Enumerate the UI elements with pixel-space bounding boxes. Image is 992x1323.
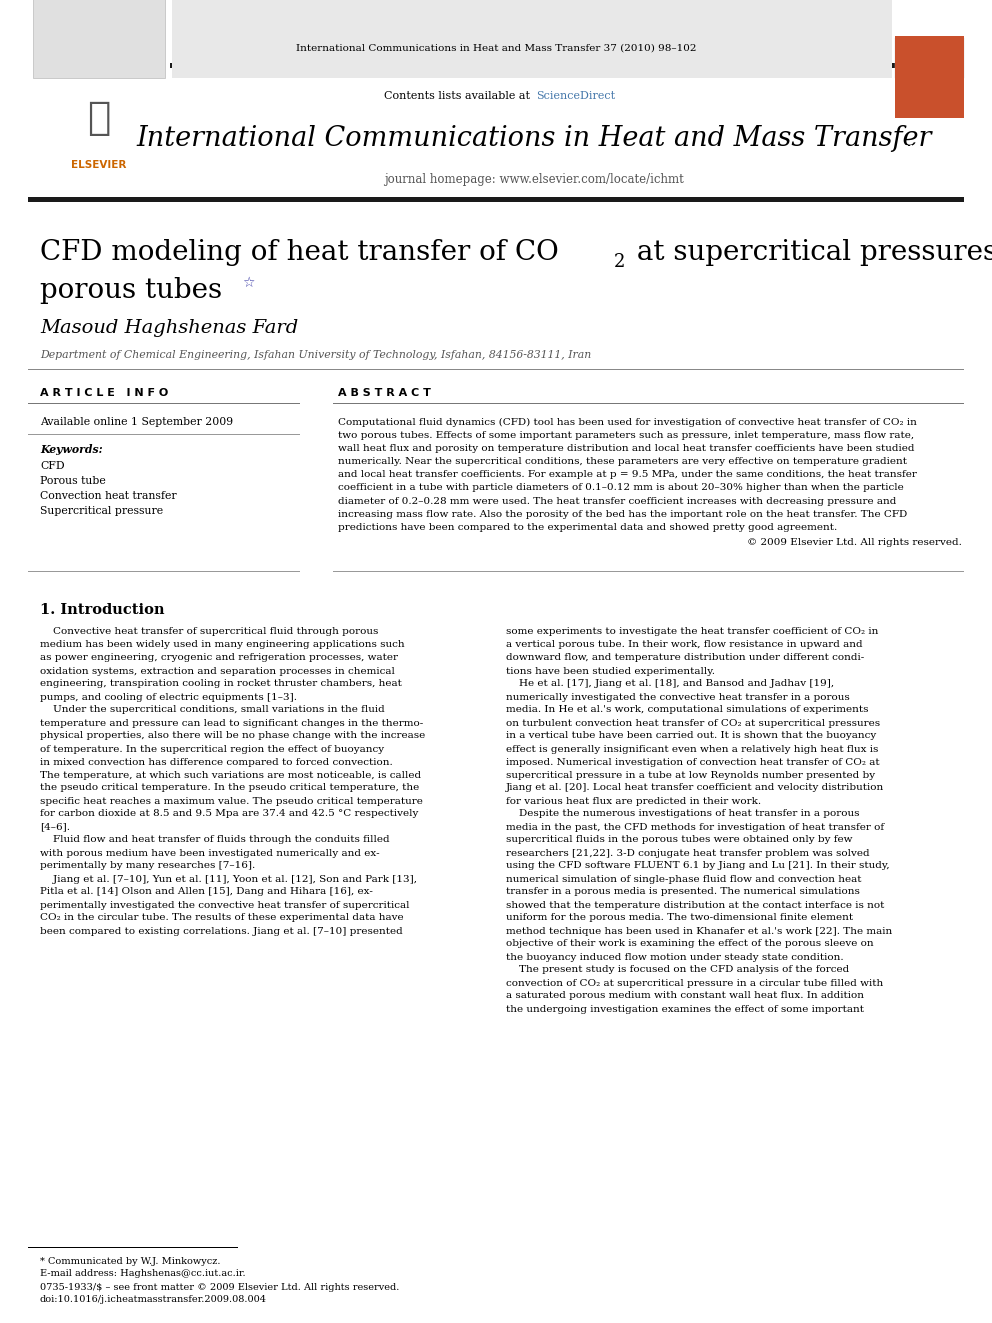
Text: been compared to existing correlations. Jiang et al. [7–10] presented: been compared to existing correlations. … (40, 926, 403, 935)
Text: engineering, transpiration cooling in rocket thruster chambers, heat: engineering, transpiration cooling in ro… (40, 680, 402, 688)
Bar (895, 38, 964, 78)
Text: Despite the numerous investigations of heat transfer in a porous: Despite the numerous investigations of h… (506, 810, 859, 819)
Text: doi:10.1016/j.icheatmasstransfer.2009.08.004: doi:10.1016/j.icheatmasstransfer.2009.08… (40, 1295, 267, 1304)
Text: CFD: CFD (40, 460, 64, 471)
Bar (895, 36, 964, 118)
Text: He et al. [17], Jiang et al. [18], and Bansod and Jadhav [19],: He et al. [17], Jiang et al. [18], and B… (506, 680, 834, 688)
Text: perimentally investigated the convective heat transfer of supercritical: perimentally investigated the convective… (40, 901, 410, 909)
Text: ⫫: ⫫ (87, 99, 111, 138)
Text: with porous medium have been investigated numerically and ex-: with porous medium have been investigate… (40, 848, 380, 857)
Text: Convective heat transfer of supercritical fluid through porous: Convective heat transfer of supercritica… (40, 627, 378, 636)
Text: Masoud Haghshenas Fard: Masoud Haghshenas Fard (40, 319, 299, 337)
Text: method technique has been used in Khanafer et al.'s work [22]. The main: method technique has been used in Khanaf… (506, 926, 892, 935)
Text: Computational fluid dynamics (CFD) tool has been used for investigation of conve: Computational fluid dynamics (CFD) tool … (338, 418, 917, 426)
Text: International Communications in Heat and Mass Transfer: International Communications in Heat and… (136, 124, 931, 152)
Text: CFD modeling of heat transfer of CO: CFD modeling of heat transfer of CO (40, 239, 558, 266)
Text: Keywords:: Keywords: (40, 445, 102, 455)
Text: The temperature, at which such variations are most noticeable, is called: The temperature, at which such variation… (40, 770, 422, 779)
Text: showed that the temperature distribution at the contact interface is not: showed that the temperature distribution… (506, 901, 885, 909)
Text: downward flow, and temperature distribution under different condi-: downward flow, and temperature distribut… (506, 654, 864, 663)
Text: CO₂ in the circular tube. The results of these experimental data have: CO₂ in the circular tube. The results of… (40, 913, 404, 922)
Text: imposed. Numerical investigation of convection heat transfer of CO₂ at: imposed. Numerical investigation of conv… (506, 758, 880, 766)
Text: transfer in a porous media is presented. The numerical simulations: transfer in a porous media is presented.… (506, 888, 860, 897)
Text: researchers [21,22]. 3-D conjugate heat transfer problem was solved: researchers [21,22]. 3-D conjugate heat … (506, 848, 870, 857)
Text: for carbon dioxide at 8.5 and 9.5 Mpa are 37.4 and 42.5 °C respectively: for carbon dioxide at 8.5 and 9.5 Mpa ar… (40, 810, 419, 819)
Text: convection of CO₂ at supercritical pressure in a circular tube filled with: convection of CO₂ at supercritical press… (506, 979, 883, 987)
Text: for various heat flux are predicted in their work.: for various heat flux are predicted in t… (506, 796, 761, 806)
Text: supercritical fluids in the porous tubes were obtained only by few: supercritical fluids in the porous tubes… (506, 836, 852, 844)
Text: temperature and pressure can lead to significant changes in the thermo-: temperature and pressure can lead to sig… (40, 718, 424, 728)
Text: Available online 1 September 2009: Available online 1 September 2009 (40, 417, 233, 427)
Text: a vertical porous tube. In their work, flow resistance in upward and: a vertical porous tube. In their work, f… (506, 640, 863, 650)
Text: effect is generally insignificant even when a relatively high heat flux is: effect is generally insignificant even w… (506, 745, 878, 754)
Text: media in the past, the CFD methods for investigation of heat transfer of: media in the past, the CFD methods for i… (506, 823, 884, 831)
Text: © 2009 Elsevier Ltd. All rights reserved.: © 2009 Elsevier Ltd. All rights reserved… (747, 538, 962, 548)
Text: as power engineering, cryogenic and refrigeration processes, water: as power engineering, cryogenic and refr… (40, 654, 398, 663)
Text: the pseudo critical temperature. In the pseudo critical temperature, the: the pseudo critical temperature. In the … (40, 783, 420, 792)
Text: Fluid flow and heat transfer of fluids through the conduits filled: Fluid flow and heat transfer of fluids t… (40, 836, 390, 844)
Text: increasing mass flow rate. Also the porosity of the bed has the important role o: increasing mass flow rate. Also the poro… (338, 509, 908, 519)
Text: some experiments to investigate the heat transfer coefficient of CO₂ in: some experiments to investigate the heat… (506, 627, 878, 636)
Text: medium has been widely used in many engineering applications such: medium has been widely used in many engi… (40, 640, 405, 650)
Text: wall heat flux and porosity on temperature distribution and local heat transfer : wall heat flux and porosity on temperatu… (338, 445, 915, 452)
Text: two porous tubes. Effects of some important parameters such as pressure, inlet t: two porous tubes. Effects of some import… (338, 431, 914, 439)
Text: journal homepage: www.elsevier.com/locate/ichmt: journal homepage: www.elsevier.com/locat… (384, 173, 683, 187)
Text: ☆: ☆ (242, 277, 255, 290)
Bar (28, 64, 964, 67)
Text: Jiang et al. [20]. Local heat transfer coefficient and velocity distribution: Jiang et al. [20]. Local heat transfer c… (506, 783, 884, 792)
Text: 0735-1933/$ – see front matter © 2009 Elsevier Ltd. All rights reserved.: 0735-1933/$ – see front matter © 2009 El… (40, 1283, 400, 1293)
Text: numerically investigated the convective heat transfer in a porous: numerically investigated the convective … (506, 692, 850, 701)
Text: E-mail address: Haghshenas@cc.iut.ac.ir.: E-mail address: Haghshenas@cc.iut.ac.ir. (40, 1269, 246, 1278)
Text: Contents lists available at: Contents lists available at (385, 91, 534, 101)
Text: Convection heat transfer: Convection heat transfer (40, 491, 177, 501)
Text: specific heat reaches a maximum value. The pseudo critical temperature: specific heat reaches a maximum value. T… (40, 796, 423, 806)
Text: ScienceDirect: ScienceDirect (536, 91, 615, 101)
Text: in mixed convection has difference compared to forced convection.: in mixed convection has difference compa… (40, 758, 393, 766)
Text: HEAT and MASS
TRANSFER: HEAT and MASS TRANSFER (898, 146, 960, 159)
Text: uniform for the porous media. The two-dimensional finite element: uniform for the porous media. The two-di… (506, 913, 853, 922)
Text: A R T I C L E   I N F O: A R T I C L E I N F O (40, 388, 169, 398)
Bar (28, 0, 170, 78)
Bar (28, 197, 964, 202)
Text: physical properties, also there will be no phase change with the increase: physical properties, also there will be … (40, 732, 426, 741)
Text: 1. Introduction: 1. Introduction (40, 603, 165, 617)
Text: on turbulent convection heat transfer of CO₂ at supercritical pressures: on turbulent convection heat transfer of… (506, 718, 880, 728)
Text: A B S T R A C T: A B S T R A C T (338, 388, 431, 398)
Text: a saturated porous medium with constant wall heat flux. In addition: a saturated porous medium with constant … (506, 991, 864, 1000)
Text: oxidation systems, extraction and separation processes in chemical: oxidation systems, extraction and separa… (40, 667, 395, 676)
Bar (172, 0, 892, 78)
Text: numerical simulation of single-phase fluid flow and convection heat: numerical simulation of single-phase flu… (506, 875, 861, 884)
Text: the buoyancy induced flow motion under steady state condition.: the buoyancy induced flow motion under s… (506, 953, 843, 962)
Text: Supercritical pressure: Supercritical pressure (40, 505, 163, 516)
Text: objective of their work is examining the effect of the porous sleeve on: objective of their work is examining the… (506, 939, 874, 949)
Text: Jiang et al. [7–10], Yun et al. [11], Yoon et al. [12], Son and Park [13],: Jiang et al. [7–10], Yun et al. [11], Yo… (40, 875, 417, 884)
Text: tions have been studied experimentally.: tions have been studied experimentally. (506, 667, 715, 676)
Text: The present study is focused on the CFD analysis of the forced: The present study is focused on the CFD … (506, 966, 849, 975)
Text: Department of Chemical Engineering, Isfahan University of Technology, Isfahan, 8: Department of Chemical Engineering, Isfa… (40, 351, 591, 360)
Text: Porous tube: Porous tube (40, 476, 106, 486)
Text: diameter of 0.2–0.28 mm were used. The heat transfer coefficient increases with : diameter of 0.2–0.28 mm were used. The h… (338, 496, 897, 505)
Text: of temperature. In the supercritical region the effect of buoyancy: of temperature. In the supercritical reg… (40, 745, 384, 754)
Text: Under the supercritical conditions, small variations in the fluid: Under the supercritical conditions, smal… (40, 705, 385, 714)
Text: and local heat transfer coefficients. For example at p = 9.5 MPa, under the same: and local heat transfer coefficients. Fo… (338, 470, 917, 479)
Text: perimentally by many researches [7–16].: perimentally by many researches [7–16]. (40, 861, 255, 871)
Text: the undergoing investigation examines the effect of some important: the undergoing investigation examines th… (506, 1004, 864, 1013)
Text: numerically. Near the supercritical conditions, these parameters are very effect: numerically. Near the supercritical cond… (338, 458, 907, 466)
Text: ELSEVIER: ELSEVIER (71, 160, 127, 169)
Text: 2: 2 (614, 253, 625, 271)
Text: using the CFD software FLUENT 6.1 by Jiang and Lu [21]. In their study,: using the CFD software FLUENT 6.1 by Jia… (506, 861, 890, 871)
Text: media. In He et al.'s work, computational simulations of experiments: media. In He et al.'s work, computationa… (506, 705, 869, 714)
Text: in a vertical tube have been carried out. It is shown that the buoyancy: in a vertical tube have been carried out… (506, 732, 876, 741)
Text: pumps, and cooling of electric equipments [1–3].: pumps, and cooling of electric equipment… (40, 692, 297, 701)
Text: * Communicated by W.J. Minkowycz.: * Communicated by W.J. Minkowycz. (40, 1257, 220, 1266)
Text: International Communications in Heat and Mass Transfer 37 (2010) 98–102: International Communications in Heat and… (296, 44, 696, 53)
Text: supercritical pressure in a tube at low Reynolds number presented by: supercritical pressure in a tube at low … (506, 770, 875, 779)
Text: coefficient in a tube with particle diameters of 0.1–0.12 mm is about 20–30% hig: coefficient in a tube with particle diam… (338, 483, 904, 492)
Text: predictions have been compared to the experimental data and showed pretty good a: predictions have been compared to the ex… (338, 523, 837, 532)
Text: at supercritical pressures flowing vertically in: at supercritical pressures flowing verti… (628, 239, 992, 266)
Text: [4–6].: [4–6]. (40, 823, 70, 831)
Text: porous tubes: porous tubes (40, 278, 222, 304)
Text: Pitla et al. [14] Olson and Allen [15], Dang and Hihara [16], ex-: Pitla et al. [14] Olson and Allen [15], … (40, 888, 373, 897)
Bar (33, 0, 165, 78)
